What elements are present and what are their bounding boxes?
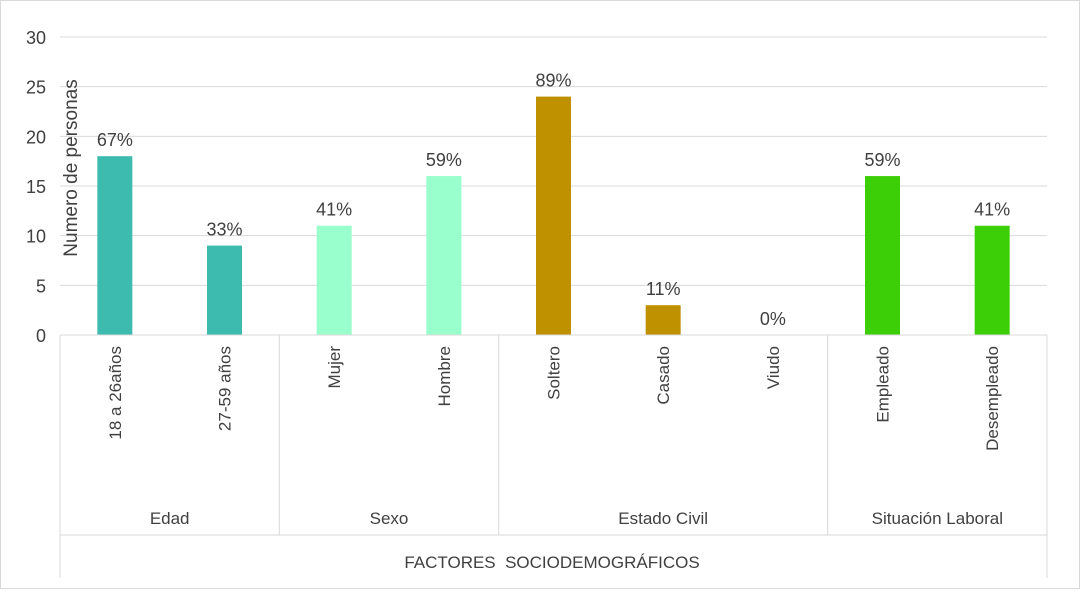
x-tick-label: Viudo <box>764 346 783 389</box>
y-tick-label: 5 <box>36 276 46 296</box>
x-tick-label: Mujer <box>325 346 344 389</box>
x-tick-label: Soltero <box>545 346 564 400</box>
y-tick-label: 25 <box>26 78 46 98</box>
x-tick-label: Empleado <box>874 346 893 423</box>
x-axis: 18 a 26años 27-59 años Edad Mujer Hombre Sexo… <box>59 334 1048 578</box>
x-tick-label: 18 a 26años <box>106 346 125 440</box>
x-tick-label: Casado <box>654 346 673 405</box>
group-label: Estado Civil <box>618 509 708 528</box>
data-label: 41% <box>316 200 352 220</box>
y-axis-title: Numero de personas <box>61 79 82 256</box>
group-label: Situación Laboral <box>872 509 1003 528</box>
data-label: 59% <box>864 150 900 170</box>
y-axis-ticks: 0 5 10 15 20 25 30 <box>26 28 46 346</box>
data-label: 89% <box>535 71 571 91</box>
bar <box>974 225 1010 335</box>
x-tick-label: Hombre <box>435 346 454 406</box>
y-tick-label: 15 <box>26 177 46 197</box>
data-labels: 67% 33% 41% 59% 89% 11% 0% 59% 41% <box>97 71 1010 329</box>
data-label: 67% <box>97 130 133 150</box>
data-label: 0% <box>760 309 786 329</box>
y-tick-label: 0 <box>36 326 46 346</box>
data-label: 59% <box>426 150 462 170</box>
data-label: 33% <box>206 220 242 240</box>
bar <box>207 245 242 335</box>
x-tick-label: 27-59 años <box>216 346 235 431</box>
bar <box>426 176 462 335</box>
y-tick-label: 30 <box>26 28 46 48</box>
bar <box>97 156 133 335</box>
data-label: 41% <box>974 200 1010 220</box>
bar <box>645 305 681 335</box>
bars <box>97 96 1010 335</box>
group-label: Sexo <box>370 509 409 528</box>
x-axis-title: FACTORES SOCIODEMOGRÁFICOS <box>404 553 699 572</box>
group-label: Edad <box>150 509 190 528</box>
bar <box>536 96 571 335</box>
y-tick-label: 10 <box>26 227 46 247</box>
data-label: 11% <box>646 279 681 299</box>
y-tick-label: 20 <box>26 127 46 147</box>
bar <box>865 176 900 335</box>
bar <box>316 225 352 335</box>
x-tick-label: Desempleado <box>983 346 1002 451</box>
